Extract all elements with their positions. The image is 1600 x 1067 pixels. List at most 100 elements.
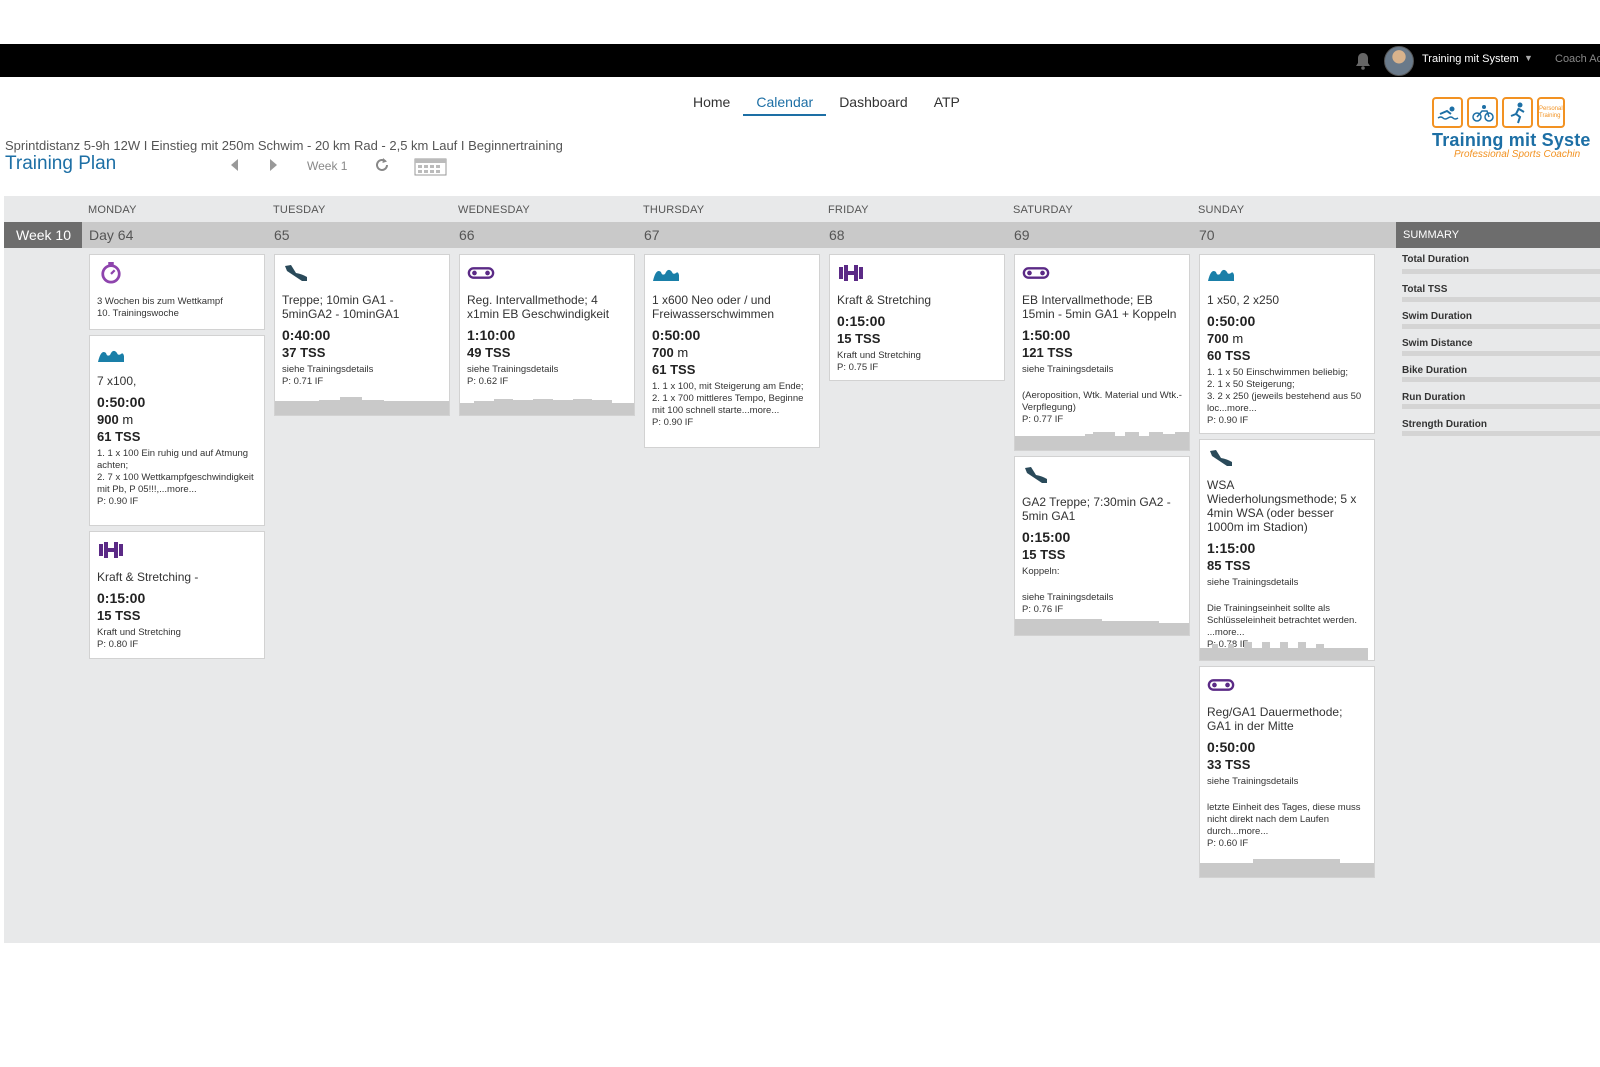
nav-home[interactable]: Home: [693, 94, 731, 110]
workout-title: Kraft & Stretching: [837, 293, 932, 307]
workout-duration: 1:10:00: [467, 327, 516, 343]
workout-card[interactable]: 1 x50, 2 x250 0:50:00 700 m 60 TSS 1. 1 …: [1199, 254, 1375, 434]
workout-title: EB Intervallmethode; EB 15min - 5min GA1…: [1022, 293, 1177, 321]
workout-duration: 0:15:00: [837, 313, 886, 329]
prev-week-arrow-icon[interactable]: [231, 159, 238, 171]
day-number-sun: 70: [1199, 227, 1215, 243]
logo-brand-text: Training mit Syste: [1432, 130, 1591, 150]
workout-title: GA2 Treppe; 7:30min GA2 - 5min GA1: [1022, 495, 1171, 523]
workout-title: 1 x50, 2 x250: [1207, 293, 1280, 307]
logo-personal-training-badge: Personal Training: [1537, 97, 1565, 128]
summary-bike-duration: Bike Duration: [1402, 365, 1468, 376]
workout-title: 1 x600 Neo oder / und Freiwasserschwimme…: [652, 293, 775, 321]
nav-atp[interactable]: ATP: [933, 94, 960, 110]
day-number-wed: 66: [459, 227, 475, 243]
workout-tss: 60 TSS: [1207, 348, 1251, 363]
workout-card[interactable]: Kraft & Stretching 0:15:00 15 TSS Kraft …: [829, 254, 1005, 381]
nav-dashboard[interactable]: Dashboard: [839, 94, 908, 110]
dow-saturday: SATURDAY: [1013, 204, 1073, 216]
workout-title: Reg. Intervallmethode; 4 x1min EB Geschw…: [467, 293, 610, 321]
workout-tss: 15 TSS: [1022, 547, 1066, 562]
workout-description: 1. 1 x 100 Ein ruhig und auf Atmung acht…: [97, 448, 254, 507]
run-shoe-icon: [285, 265, 307, 281]
avatar[interactable]: [1384, 46, 1414, 76]
main-nav: Home Calendar Dashboard ATP: [680, 94, 973, 116]
summary-run-duration: Run Duration: [1402, 392, 1466, 403]
summary-bar: [1402, 324, 1600, 329]
calendar-grid: MONDAY TUESDAY WEDNESDAY THURSDAY FRIDAY…: [4, 196, 1600, 943]
workout-card[interactable]: Reg/GA1 Dauermethode; GA1 in der Mitte 0…: [1199, 666, 1375, 878]
summary-bar: [1402, 431, 1600, 436]
workout-description: siehe Trainingsdetails P: 0.62 IF: [467, 364, 559, 387]
workout-card[interactable]: 7 x100, 0:50:00 900 m 61 TSS 1. 1 x 100 …: [89, 335, 265, 526]
run-shoe-icon: [1025, 467, 1047, 483]
workout-description: 3 Wochen bis zum Wettkampf 10. Trainings…: [97, 296, 223, 319]
workout-distance: 700 m: [652, 345, 689, 360]
user-name[interactable]: Training mit System: [1422, 53, 1519, 65]
workout-title: Treppe; 10min GA1 - 5minGA2 - 10minGA1: [282, 293, 400, 321]
workout-tss: 37 TSS: [282, 345, 326, 360]
next-week-arrow-icon[interactable]: [270, 159, 277, 171]
plan-subtitle: Sprintdistanz 5-9h 12W I Einstieg mit 25…: [5, 138, 563, 153]
summary-strength-duration: Strength Duration: [1402, 419, 1487, 430]
swim-icon: [1208, 269, 1234, 281]
week-selector[interactable]: Week 1: [307, 159, 348, 173]
top-bar: Training mit System ▼ Coach Ac: [0, 44, 1600, 77]
dumbbell-icon: [839, 265, 863, 281]
dumbbell-icon: [99, 542, 123, 558]
workout-duration: 1:15:00: [1207, 540, 1256, 556]
dow-monday: MONDAY: [88, 204, 137, 216]
bike-chain-icon: [1022, 267, 1050, 279]
workout-title: Kraft & Stretching -: [97, 570, 199, 584]
summary-heading: SUMMARY: [1396, 222, 1600, 248]
dow-wednesday: WEDNESDAY: [458, 204, 530, 216]
workout-tss: 49 TSS: [467, 345, 511, 360]
logo-swim-icon: [1432, 97, 1463, 128]
dow-sunday: SUNDAY: [1198, 204, 1245, 216]
workout-card[interactable]: GA2 Treppe; 7:30min GA2 - 5min GA1 0:15:…: [1014, 456, 1190, 636]
summary-bar: [1402, 351, 1600, 356]
workout-description: Koppeln:: [1022, 566, 1060, 577]
workout-description: Kraft und Stretching P: 0.80 IF: [97, 627, 181, 650]
workout-duration: 1:50:00: [1022, 327, 1071, 343]
workout-title: 7 x100,: [97, 374, 137, 388]
workout-title: Reg/GA1 Dauermethode; GA1 in der Mitte: [1207, 705, 1343, 733]
workout-description: siehe Trainingsdetails P: 0.71 IF: [282, 364, 374, 387]
bell-icon[interactable]: [1355, 52, 1371, 70]
summary-total-duration: Total Duration: [1402, 254, 1470, 265]
workout-tss: 15 TSS: [837, 331, 881, 346]
workout-duration: 0:40:00: [282, 327, 331, 343]
brand-logo: Personal Training Training mit Syste Pro…: [1432, 97, 1600, 172]
refresh-icon[interactable]: [374, 157, 390, 173]
calendar-icon[interactable]: [414, 157, 447, 176]
workout-card[interactable]: Reg. Intervallmethode; 4 x1min EB Geschw…: [459, 254, 635, 416]
day-number-mon: Day 64: [89, 227, 134, 243]
dow-tuesday: TUESDAY: [273, 204, 326, 216]
workout-notes: (Aeroposition, Wtk. Material und Wtk.-Ve…: [1022, 390, 1182, 425]
intensity-graph: [275, 397, 449, 415]
workout-duration: 0:50:00: [1207, 313, 1256, 329]
workout-duration: 0:50:00: [1207, 739, 1256, 755]
workout-card[interactable]: EB Intervallmethode; EB 15min - 5min GA1…: [1014, 254, 1190, 451]
workout-card[interactable]: Kraft & Stretching - 0:15:00 15 TSS Kraf…: [89, 531, 265, 659]
day-number-fri: 68: [829, 227, 845, 243]
workout-card[interactable]: WSA Wiederholungsmethode; 5 x 4min WSA (…: [1199, 439, 1375, 661]
workout-distance: 700 m: [1207, 331, 1244, 346]
logo-bike-icon: [1467, 97, 1498, 128]
workout-duration: 0:15:00: [97, 590, 146, 606]
workout-card[interactable]: Treppe; 10min GA1 - 5minGA2 - 10minGA1 0…: [274, 254, 450, 416]
summary-swim-duration: Swim Duration: [1402, 311, 1473, 322]
stopwatch-icon: [101, 262, 121, 284]
workout-description: siehe Trainingsdetails: [1207, 776, 1299, 787]
nav-calendar[interactable]: Calendar: [743, 94, 827, 116]
workout-card[interactable]: 1 x600 Neo oder / und Freiwasserschwimme…: [644, 254, 820, 448]
workout-card[interactable]: 3 Wochen bis zum Wettkampf 10. Trainings…: [89, 254, 265, 330]
summary-total-tss: Total TSS: [1402, 284, 1448, 295]
workout-tss: 121 TSS: [1022, 345, 1073, 360]
coach-link[interactable]: Coach Ac: [1555, 53, 1600, 65]
summary-bar: [1402, 297, 1600, 302]
swim-icon: [653, 269, 679, 281]
workout-description: siehe Trainingsdetails: [1207, 577, 1299, 588]
summary-bar: [1402, 404, 1600, 409]
chevron-down-icon[interactable]: ▼: [1524, 53, 1533, 63]
